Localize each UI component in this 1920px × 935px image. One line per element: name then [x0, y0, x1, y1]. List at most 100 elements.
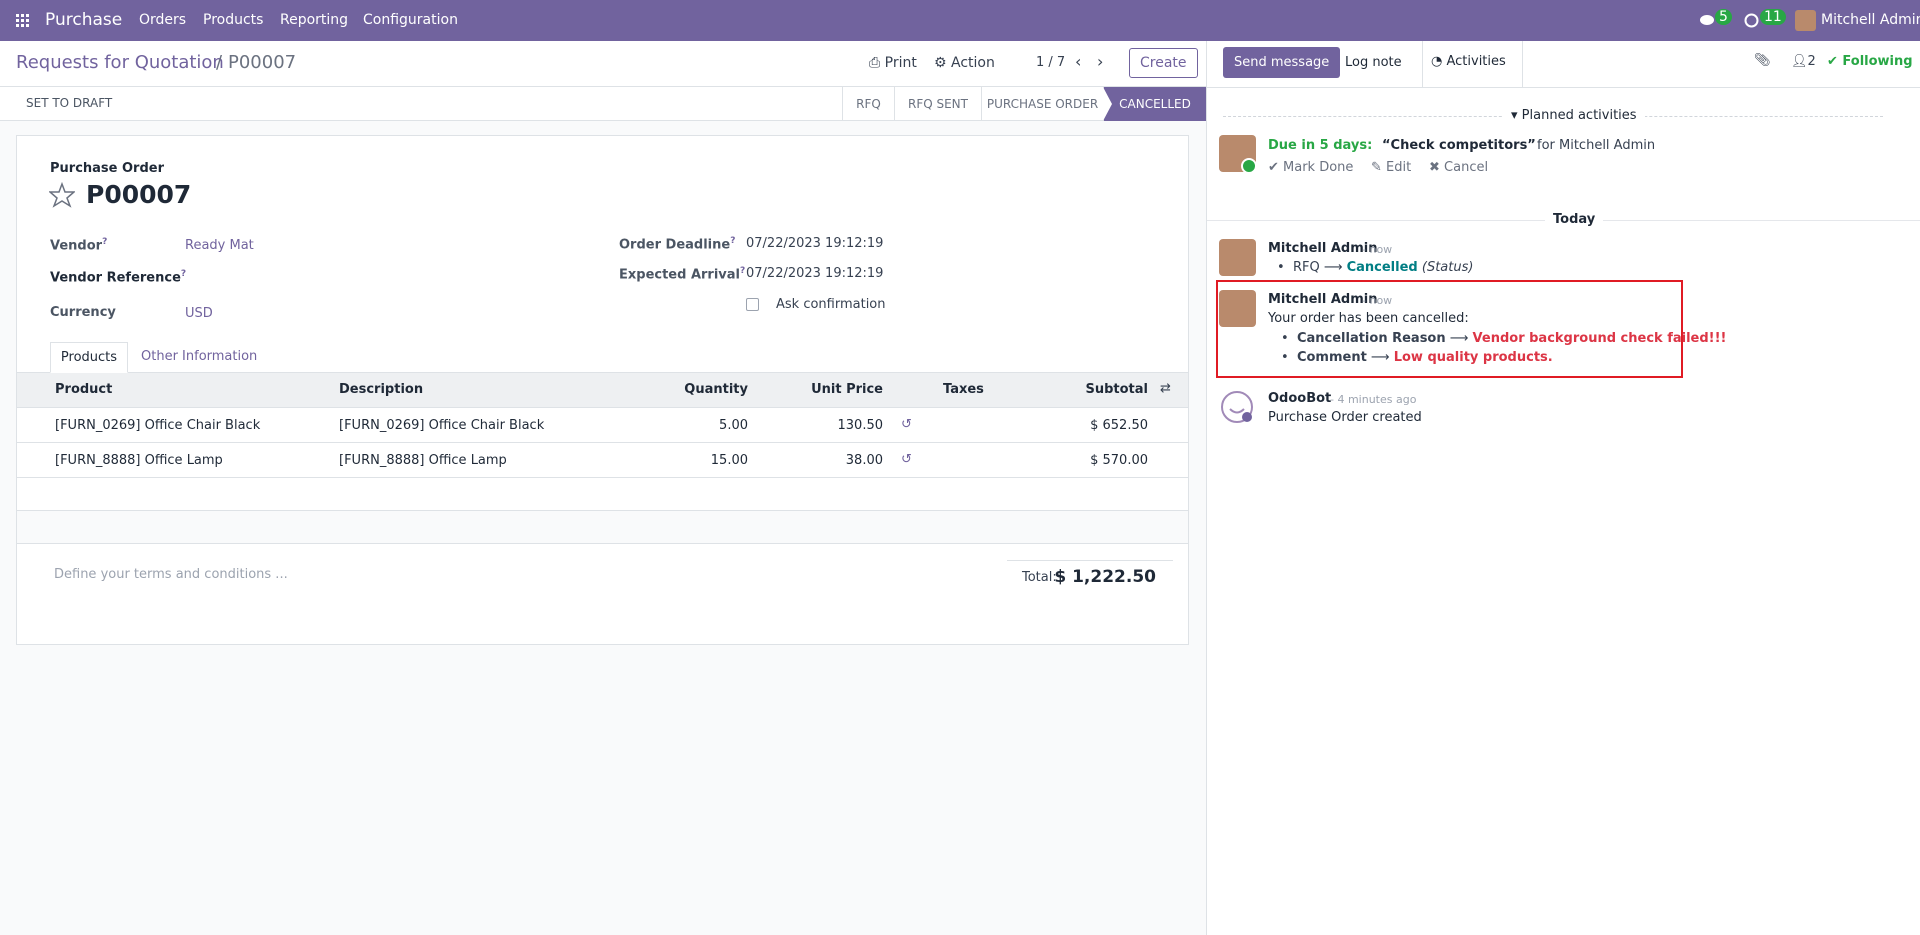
message-time: - 4 minutes ago	[1330, 393, 1417, 406]
label-text: Expected Arrival	[619, 267, 740, 283]
total-value: $ 1,222.50	[1054, 567, 1156, 587]
field-label: Vendor?	[50, 237, 107, 253]
table-row[interactable]: [FURN_8888] Office Lamp [FURN_8888] Offic…	[17, 443, 1188, 478]
set-to-draft-button[interactable]: SET TO DRAFT	[26, 96, 113, 110]
star-icon[interactable]	[49, 182, 75, 208]
table-cell: [FURN_0269] Office Chair Black	[339, 418, 545, 433]
author-avatar	[1219, 239, 1256, 276]
help-mark[interactable]: ?	[730, 236, 736, 246]
message-author[interactable]: OdooBot	[1268, 391, 1332, 406]
mark-done-link[interactable]: ✔ Mark Done	[1268, 160, 1354, 175]
menu-item[interactable]: Reporting	[280, 12, 349, 28]
activities-button[interactable]: ◔ Activities	[1431, 54, 1506, 69]
menu-item[interactable]: Orders	[139, 12, 187, 28]
message-body: Your order has been cancelled:	[1268, 311, 1469, 326]
column-header[interactable]: Quantity	[684, 382, 748, 397]
chatter: Send message Log note ◔ Activities 📎︎ 👤︎…	[1206, 41, 1920, 935]
help-mark[interactable]: ?	[102, 237, 108, 247]
column-header[interactable]: Subtotal	[1085, 382, 1148, 397]
menu-item[interactable]: Configuration	[363, 12, 458, 28]
message-author[interactable]: Mitchell Admin	[1268, 241, 1378, 256]
empty-row	[17, 478, 1188, 511]
checkbox-label[interactable]: Ask confirmation	[776, 297, 886, 312]
apps-icon[interactable]	[16, 14, 30, 28]
activity-due: Due in 5 days:	[1268, 138, 1373, 153]
item-value: Low quality products.	[1393, 350, 1553, 365]
column-header[interactable]: Unit Price	[811, 382, 883, 397]
send-message-button[interactable]: Send message	[1223, 47, 1341, 78]
help-mark[interactable]: ?	[740, 266, 746, 276]
stage-active[interactable]: CANCELLED	[1103, 87, 1206, 121]
table-cell: [FURN_0269] Office Chair Black	[55, 418, 261, 433]
date-separator: Today	[1545, 212, 1604, 227]
user-avatar[interactable]	[1795, 10, 1816, 31]
attachment-icon[interactable]: 📎︎	[1754, 53, 1771, 68]
terms-placeholder[interactable]: Define your terms and conditions ...	[54, 567, 288, 582]
column-header[interactable]: Product	[55, 382, 113, 397]
table-cell: [FURN_8888] Office Lamp	[339, 453, 507, 468]
link-text: Mark Done	[1283, 160, 1354, 175]
navbar: Purchase Orders Products Reporting Confi…	[0, 0, 1920, 41]
item-value: Vendor background check failed!!!	[1472, 331, 1727, 346]
message-time: - now	[1362, 294, 1393, 307]
stage[interactable]: RFQ SENT	[894, 87, 981, 121]
cancel-link[interactable]: ✖ Cancel	[1429, 160, 1489, 175]
table-cell: [FURN_8888] Office Lamp	[55, 453, 223, 468]
app-name[interactable]: Purchase	[45, 10, 123, 30]
tab-active[interactable]: Products	[50, 342, 128, 373]
empty-row	[17, 511, 1188, 544]
author-avatar	[1219, 290, 1256, 327]
activities-label: Activities	[1446, 54, 1506, 69]
following-button[interactable]: ✔ Following	[1827, 54, 1913, 69]
followers-count: 2	[1807, 54, 1816, 69]
history-icon[interactable]: ↺	[901, 452, 912, 467]
odoobot-avatar	[1221, 391, 1253, 423]
pager: 1 / 7	[1036, 55, 1066, 70]
field-value[interactable]: 07/22/2023 19:12:19	[746, 236, 884, 251]
print-label: Print	[884, 55, 917, 71]
field-value[interactable]: USD	[185, 306, 213, 321]
stage[interactable]: PURCHASE ORDER	[981, 87, 1103, 121]
menu-item[interactable]: Products	[203, 12, 264, 28]
table-cell: $ 570.00	[1090, 453, 1148, 468]
activity-assignee: for Mitchell Admin	[1537, 138, 1656, 153]
optional-columns-toggle[interactable]: ⇄	[1160, 381, 1171, 396]
breadcrumb-separator: /	[216, 52, 223, 73]
print-button[interactable]: ⎙ Print	[869, 55, 917, 71]
message-author[interactable]: Mitchell Admin	[1268, 292, 1378, 307]
log-note-button[interactable]: Log note	[1345, 55, 1402, 70]
action-button[interactable]: ⚙ Action	[934, 55, 995, 71]
activity-summary: “Check competitors”	[1382, 138, 1536, 153]
planned-activities-toggle[interactable]: ▾ Planned activities	[1503, 108, 1645, 123]
field-value[interactable]: Ready Mat	[185, 238, 254, 253]
edit-link[interactable]: ✎ Edit	[1371, 160, 1412, 175]
messages-icon[interactable]	[1699, 14, 1715, 27]
label-text: Order Deadline	[619, 237, 731, 253]
pager-next[interactable]: ›	[1097, 52, 1104, 71]
followers[interactable]: 👤︎2	[1791, 54, 1816, 69]
checkbox[interactable]	[746, 298, 759, 311]
message-time: - now	[1362, 243, 1393, 256]
create-button[interactable]: Create	[1129, 48, 1198, 78]
following-label: Following	[1842, 54, 1913, 69]
item-label: Comment	[1296, 350, 1367, 365]
field-name: (Status)	[1421, 260, 1474, 275]
breadcrumb-parent[interactable]: Requests for Quotation	[16, 52, 224, 73]
activities-count: 11	[1760, 9, 1786, 25]
help-mark[interactable]: ?	[180, 269, 187, 279]
pager-prev[interactable]: ‹	[1075, 52, 1082, 71]
field-value[interactable]: 07/22/2023 19:12:19	[746, 266, 884, 281]
history-icon[interactable]: ↺	[901, 417, 912, 432]
user-name[interactable]: Mitchell Admin	[1821, 12, 1920, 28]
message-body: Purchase Order created	[1268, 410, 1422, 425]
action-label: Action	[951, 55, 995, 71]
tracking-value: • RFQ ⟶ Cancelled (Status)	[1277, 260, 1474, 275]
table-row[interactable]: [FURN_0269] Office Chair Black [FURN_0269…	[17, 408, 1188, 443]
tab[interactable]: Other Information	[141, 349, 258, 364]
column-header[interactable]: Taxes	[943, 382, 984, 397]
stage[interactable]: RFQ	[842, 87, 894, 121]
activities-icon[interactable]	[1744, 13, 1759, 28]
table-cell: 15.00	[710, 453, 748, 468]
column-header[interactable]: Description	[339, 382, 424, 397]
